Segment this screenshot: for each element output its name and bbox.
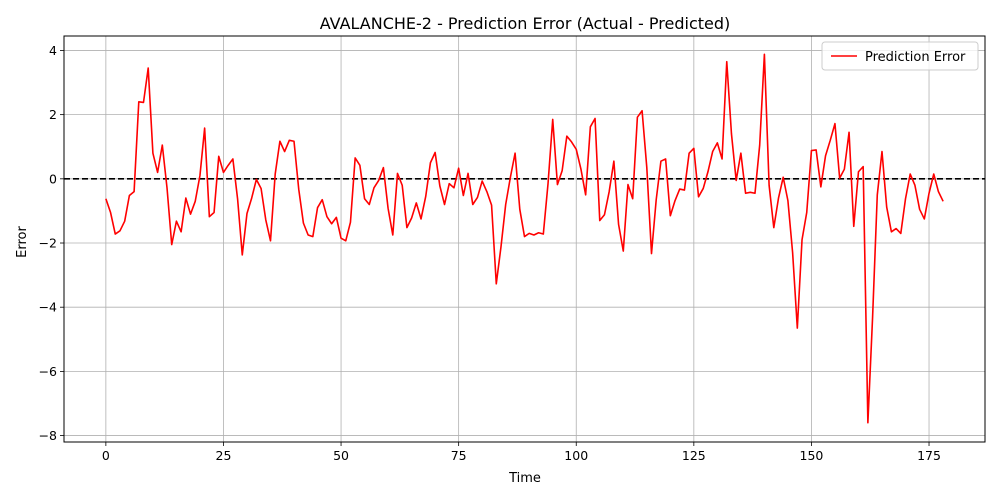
y-tick-label: 4 [49,43,57,58]
chart-title: AVALANCHE-2 - Prediction Error (Actual -… [320,14,731,33]
x-axis-ticks: 0 25 50 75 100 125 150 175 [102,442,941,463]
series-layer [105,53,944,424]
y-tick-label: 0 [49,171,57,186]
y-tick-label: −8 [39,428,57,443]
y-axis-label: Error [15,226,30,258]
x-tick-label: 175 [917,448,941,463]
y-tick-label: −2 [39,236,57,251]
x-tick-label: 150 [800,448,824,463]
x-tick-label: 100 [564,448,588,463]
y-tick-label: 2 [49,107,57,122]
plot-frame [63,35,986,443]
series-line-prediction-error [105,53,944,424]
y-tick-label: −6 [39,364,57,379]
x-axis-label: Time [508,471,541,486]
y-tick-label: −4 [39,300,57,315]
x-tick-label: 50 [333,448,349,463]
legend-label-prediction-error: Prediction Error [865,50,966,65]
legend: Prediction Error [821,41,979,71]
legend-box [821,41,979,71]
y-axis-ticks: 4 2 0 −2 −4 −6 −8 [39,43,64,443]
x-tick-label: 25 [216,448,232,463]
x-tick-label: 0 [102,448,110,463]
x-tick-label: 75 [451,448,467,463]
x-tick-label: 125 [682,448,706,463]
